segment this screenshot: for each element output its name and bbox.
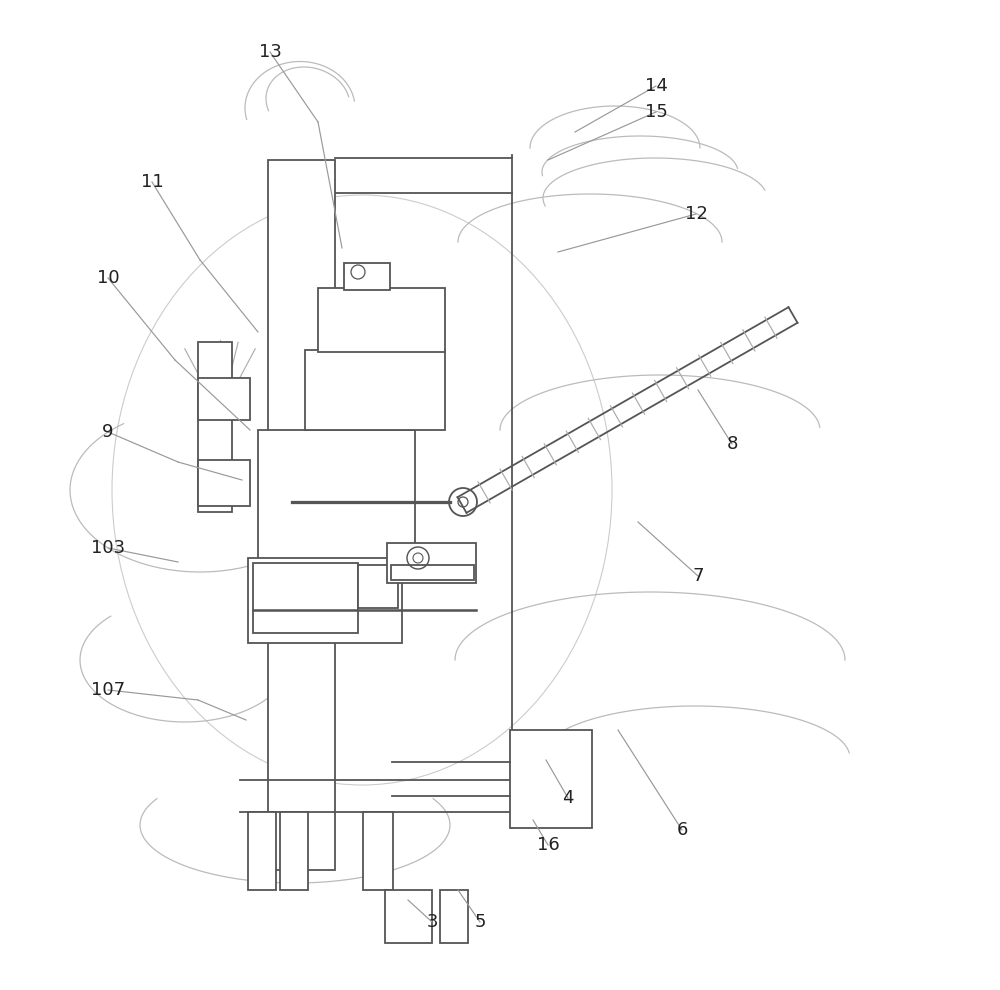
Bar xyxy=(363,812,393,890)
Bar xyxy=(248,812,276,890)
Text: 11: 11 xyxy=(141,173,163,191)
Bar xyxy=(305,350,445,430)
Text: 13: 13 xyxy=(259,43,281,61)
Bar xyxy=(198,460,250,506)
Bar xyxy=(198,378,250,420)
Bar xyxy=(253,563,358,633)
Text: 7: 7 xyxy=(692,567,704,585)
Bar xyxy=(268,160,335,870)
Text: 12: 12 xyxy=(685,205,707,223)
Bar xyxy=(318,288,445,352)
Bar xyxy=(258,430,415,568)
Text: 9: 9 xyxy=(102,423,114,441)
Bar xyxy=(391,565,474,580)
Bar xyxy=(344,263,390,290)
Text: 10: 10 xyxy=(97,269,119,287)
Text: 3: 3 xyxy=(426,913,438,931)
Text: 15: 15 xyxy=(645,103,667,121)
Text: 14: 14 xyxy=(645,77,667,95)
Bar xyxy=(387,543,476,583)
Bar xyxy=(248,558,402,643)
Text: 103: 103 xyxy=(91,539,125,557)
Bar xyxy=(440,890,468,943)
Text: 5: 5 xyxy=(474,913,486,931)
Bar xyxy=(358,565,398,608)
Bar xyxy=(510,730,592,828)
Text: 8: 8 xyxy=(726,435,738,453)
Text: 16: 16 xyxy=(537,836,559,854)
Bar xyxy=(280,812,308,890)
Text: 6: 6 xyxy=(676,821,688,839)
Bar xyxy=(198,342,232,512)
Text: 107: 107 xyxy=(91,681,125,699)
Text: 4: 4 xyxy=(562,789,574,807)
Bar xyxy=(385,890,432,943)
